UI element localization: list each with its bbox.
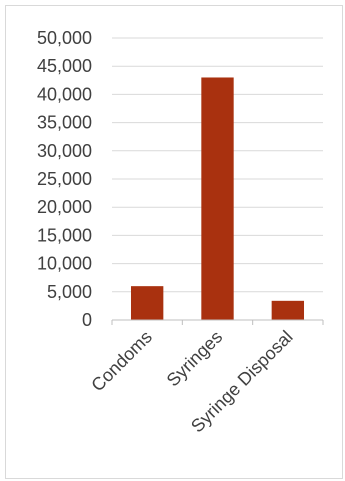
y-tick-label: 20,000 xyxy=(37,197,92,217)
x-tick-label: Condoms xyxy=(87,327,156,396)
y-tick-label: 0 xyxy=(82,310,92,330)
bar xyxy=(130,286,164,320)
y-tick-label: 25,000 xyxy=(37,169,92,189)
y-tick-label: 15,000 xyxy=(37,225,92,245)
bars xyxy=(130,77,305,320)
y-axis-ticks: 0 5,000 10,000 15,000 20,000 25,000 30,000 35,0… xyxy=(37,28,92,330)
y-tick-label: 50,000 xyxy=(37,28,92,48)
y-tick-label: 5,000 xyxy=(47,282,92,302)
bar xyxy=(271,300,305,320)
y-tick-label: 30,000 xyxy=(37,141,92,161)
y-tick-label: 45,000 xyxy=(37,56,92,76)
bar xyxy=(201,77,234,320)
y-tick-label: 35,000 xyxy=(37,113,92,133)
y-tick-label: 40,000 xyxy=(37,84,92,104)
y-tick-label: 10,000 xyxy=(37,254,92,274)
x-tick-label: Syringes xyxy=(163,327,227,391)
chart-frame xyxy=(5,5,343,479)
x-axis xyxy=(111,319,324,325)
